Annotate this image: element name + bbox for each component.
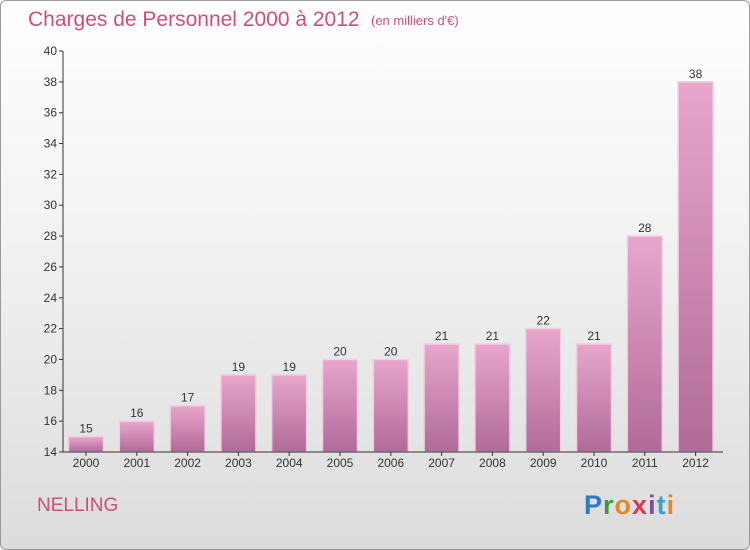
x-tick-label: 2006: [377, 456, 404, 470]
proxiti-logo: Proxiti: [584, 490, 676, 520]
bar-2011: [626, 235, 664, 453]
data-label: 21: [587, 329, 601, 343]
y-tick-label: 32: [44, 167, 58, 181]
x-tick-label: 2000: [73, 456, 100, 470]
y-tick-label: 24: [44, 291, 58, 305]
bar-2006: [372, 358, 410, 453]
bar-2008: [474, 343, 511, 453]
axis-layer: 14 16 18 20 22 24 26 28 30 32 34 36 38 40 2000 2001 2002…: [44, 44, 723, 470]
y-tick-label: 26: [44, 260, 58, 274]
y-tick-label: 38: [44, 75, 58, 89]
y-tick-label: 40: [44, 44, 58, 58]
bar-2009: [524, 327, 562, 453]
data-label: 21: [486, 329, 500, 343]
x-tick-label: 2011: [632, 456, 658, 470]
x-tick-label: 2004: [276, 456, 303, 470]
bar-2005: [321, 358, 359, 453]
bar-2001: [118, 420, 156, 453]
bar-2010: [575, 343, 613, 453]
bars-layer: 15 16 17 19 19 20 20 21 21 22 21 28 38: [67, 67, 714, 453]
data-label: 16: [130, 406, 144, 420]
chart-subtitle: (en milliers d'€): [371, 13, 459, 28]
x-tick-label: 2001: [123, 456, 150, 470]
y-tick-label: 30: [44, 198, 58, 212]
x-tick-label: 2010: [581, 456, 608, 470]
y-tick-label: 18: [44, 383, 58, 397]
data-label: 38: [689, 67, 703, 81]
y-tick-label: 20: [44, 352, 58, 366]
y-tick-label: 34: [44, 137, 58, 151]
data-label: 15: [79, 422, 93, 436]
data-label: 20: [333, 344, 347, 358]
data-label: 19: [283, 360, 297, 374]
commune-name: NELLING: [37, 495, 119, 516]
data-label: 19: [232, 360, 246, 374]
x-tick-label: 2002: [174, 456, 201, 470]
data-label: 28: [638, 221, 652, 235]
y-tick-label: 36: [44, 106, 58, 120]
data-label: 21: [435, 329, 449, 343]
bar-2004: [270, 374, 308, 453]
bar-2003: [220, 374, 257, 453]
bar-2007: [423, 343, 460, 453]
data-label: 20: [384, 344, 398, 358]
bar-2012: [677, 81, 714, 453]
data-label: 22: [537, 314, 551, 328]
y-tick-label: 28: [44, 229, 58, 243]
x-tick-label: 2003: [225, 456, 252, 470]
bar-2002: [169, 404, 206, 453]
y-tick-label: 16: [44, 414, 58, 428]
y-tick-label: 14: [44, 445, 58, 459]
bar-2000: [67, 435, 105, 453]
x-tick-label: 2012: [682, 456, 709, 470]
data-label: 17: [181, 391, 195, 405]
x-tick-label: 2008: [479, 456, 506, 470]
y-tick-label: 22: [44, 322, 58, 336]
x-tick-label: 2007: [428, 456, 455, 470]
chart-title: Charges de Personnel 2000 à 2012: [28, 8, 360, 31]
x-tick-label: 2009: [530, 456, 557, 470]
x-tick-label: 2005: [327, 456, 354, 470]
